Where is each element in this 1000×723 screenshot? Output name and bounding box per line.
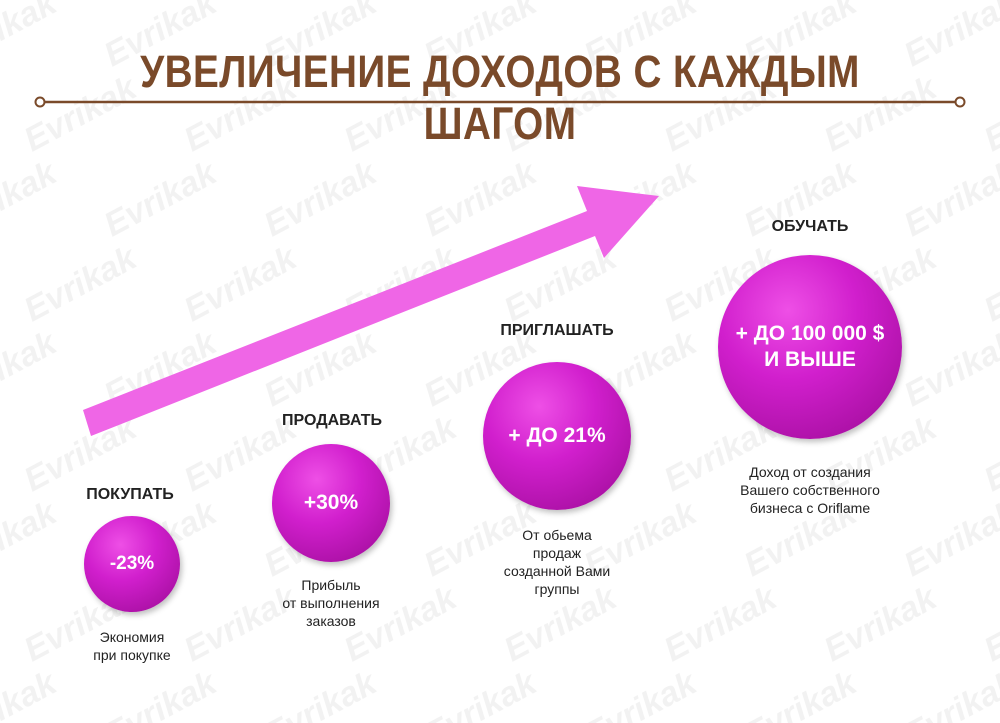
step-label-invite: ПРИГЛАШАТЬ: [500, 322, 614, 339]
step-circle-buy: -23%: [84, 516, 180, 612]
step-description-teach: Доход от создания Вашего собственного би…: [740, 464, 880, 516]
step-description-invite: От обьема продаж созданной Вами группы: [503, 527, 611, 597]
title-divider: [34, 96, 966, 108]
step-circle-teach: + ДО 100 000 $ И ВЫШЕ: [718, 255, 902, 439]
step-circle-invite: + ДО 21%: [483, 362, 631, 510]
step-description-buy: Экономия при покупке: [93, 629, 171, 663]
step-circle-sell: +30%: [272, 444, 390, 562]
step-label-sell: ПРОДАВАТЬ: [282, 412, 382, 429]
step-value-invite: + ДО 21%: [508, 423, 606, 447]
page-title: УВЕЛИЧЕНИЕ ДОХОДОВ С КАЖДЫМ ШАГОМ: [140, 46, 860, 149]
step-value-teach-line1: + ДО 100 000 $: [735, 321, 885, 345]
step-value-sell: +30%: [303, 490, 359, 514]
step-value-teach-line2: И ВЫШЕ: [764, 348, 856, 371]
step-value-buy: -23%: [109, 553, 155, 575]
step-label-teach: ОБУЧАТЬ: [771, 218, 849, 235]
step-description-sell: Прибыль от выполнения заказов: [282, 577, 380, 629]
step-label-buy: ПОКУПАТЬ: [86, 486, 174, 503]
